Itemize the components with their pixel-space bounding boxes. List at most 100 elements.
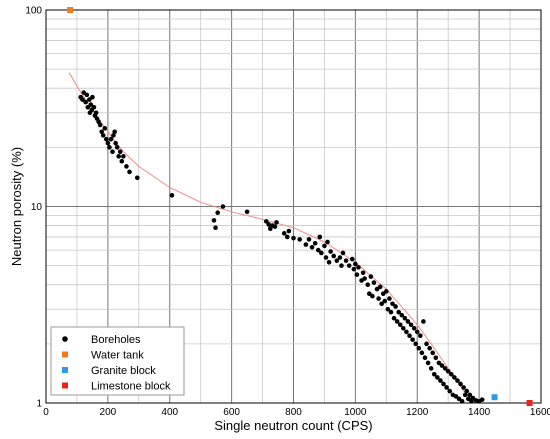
- boreholes-point: [410, 337, 415, 342]
- boreholes-point: [421, 319, 426, 324]
- water-tank-point: [67, 7, 74, 13]
- boreholes-point: [107, 145, 112, 150]
- boreholes-point: [430, 350, 436, 356]
- boreholes-point: [117, 149, 123, 155]
- x-tick-label: 600: [223, 407, 240, 418]
- boreholes-point: [104, 136, 109, 142]
- boreholes-point: [394, 319, 400, 324]
- x-tick-label: 1400: [468, 407, 491, 418]
- limestone-block-point: [526, 400, 533, 406]
- boreholes-point: [309, 244, 315, 250]
- legend-label-granite-block: Granite block: [91, 365, 156, 377]
- boreholes-point: [215, 210, 221, 215]
- boreholes-point: [87, 97, 92, 102]
- boreholes-point: [339, 263, 344, 268]
- boreholes-point: [464, 388, 470, 394]
- x-tick-label: 1000: [344, 407, 367, 418]
- boreholes-point: [272, 224, 278, 229]
- boreholes-point: [285, 234, 290, 240]
- boreholes-point: [127, 169, 132, 175]
- boreholes-point: [459, 399, 465, 404]
- boreholes-point: [465, 396, 471, 402]
- boreholes-point: [407, 333, 412, 339]
- boreholes-point: [404, 329, 409, 335]
- boreholes-point: [306, 237, 312, 242]
- boreholes-point: [370, 293, 375, 299]
- y-tick-label: 100: [25, 6, 42, 17]
- boreholes-point: [331, 253, 337, 259]
- boreholes-point: [263, 219, 269, 224]
- boreholes-point: [462, 392, 468, 398]
- boreholes-point: [461, 385, 466, 390]
- fit-curve: [68, 72, 477, 404]
- boreholes-point: [413, 341, 419, 347]
- boreholes-point: [418, 333, 423, 339]
- legend-marker-limestone-block: [62, 382, 68, 389]
- boreholes-point: [108, 136, 114, 142]
- boreholes-point: [297, 237, 302, 242]
- x-tick-label: 1600: [530, 407, 550, 418]
- boreholes-point: [116, 154, 122, 159]
- boreholes-point: [328, 249, 333, 254]
- boreholes-point: [303, 242, 309, 247]
- boreholes-point: [479, 397, 485, 402]
- x-tick-label: 800: [285, 407, 302, 418]
- boreholes-point: [84, 92, 90, 98]
- boreholes-point: [85, 104, 91, 110]
- boreholes-point: [322, 243, 327, 249]
- boreholes-point: [266, 222, 272, 227]
- boreholes-point: [93, 110, 99, 116]
- boreholes-point: [419, 350, 425, 356]
- boreholes-point: [368, 274, 374, 279]
- boreholes-point: [422, 355, 428, 361]
- boreholes-point: [286, 228, 292, 234]
- boreholes-point: [326, 260, 332, 265]
- boreholes-point: [169, 193, 175, 198]
- boreholes-point: [281, 231, 287, 236]
- boreholes-point: [444, 385, 449, 390]
- boreholes-point: [393, 304, 398, 309]
- boreholes-point: [391, 315, 397, 321]
- boreholes-point: [112, 129, 117, 135]
- boreholes-point: [119, 158, 125, 164]
- legend-label-boreholes: Boreholes: [91, 334, 141, 346]
- boreholes-point: [390, 301, 395, 307]
- x-tick-label: 400: [161, 407, 178, 418]
- boreholes-point: [396, 309, 401, 315]
- boreholes-point: [384, 289, 389, 294]
- boreholes-point: [90, 94, 95, 100]
- boreholes-point: [343, 258, 349, 263]
- boreholes-point: [377, 284, 383, 290]
- granite-block-point: [491, 394, 498, 401]
- boreholes-point: [113, 140, 118, 146]
- legend-marker-granite-block: [62, 367, 68, 373]
- boreholes-point: [213, 225, 218, 231]
- boreholes-point: [267, 226, 273, 232]
- boreholes-point: [291, 235, 296, 241]
- boreholes-point: [354, 272, 360, 277]
- boreholes-point: [99, 129, 104, 135]
- boreholes-point: [455, 378, 460, 383]
- boreholes-point: [244, 209, 250, 215]
- boreholes-point: [431, 371, 437, 377]
- boreholes-point: [456, 396, 462, 402]
- y-tick-label: 10: [31, 202, 43, 213]
- boreholes-point: [124, 164, 129, 169]
- boreholes-point: [220, 204, 226, 209]
- boreholes-point: [387, 296, 392, 301]
- x-tick-label: 0: [43, 407, 49, 418]
- boreholes-point: [399, 312, 405, 318]
- boreholes-point: [379, 301, 384, 307]
- boreholes-point: [438, 378, 443, 383]
- boreholes-point: [425, 360, 431, 366]
- boreholes-point: [312, 240, 318, 246]
- boreholes-point: [88, 102, 94, 107]
- boreholes-point: [371, 280, 377, 285]
- boreholes-point: [134, 175, 140, 181]
- boreholes-point: [436, 360, 442, 366]
- boreholes-point: [351, 266, 357, 272]
- boreholes-point: [401, 325, 406, 331]
- x-tick-label: 200: [100, 407, 117, 418]
- boreholes-point: [442, 366, 448, 371]
